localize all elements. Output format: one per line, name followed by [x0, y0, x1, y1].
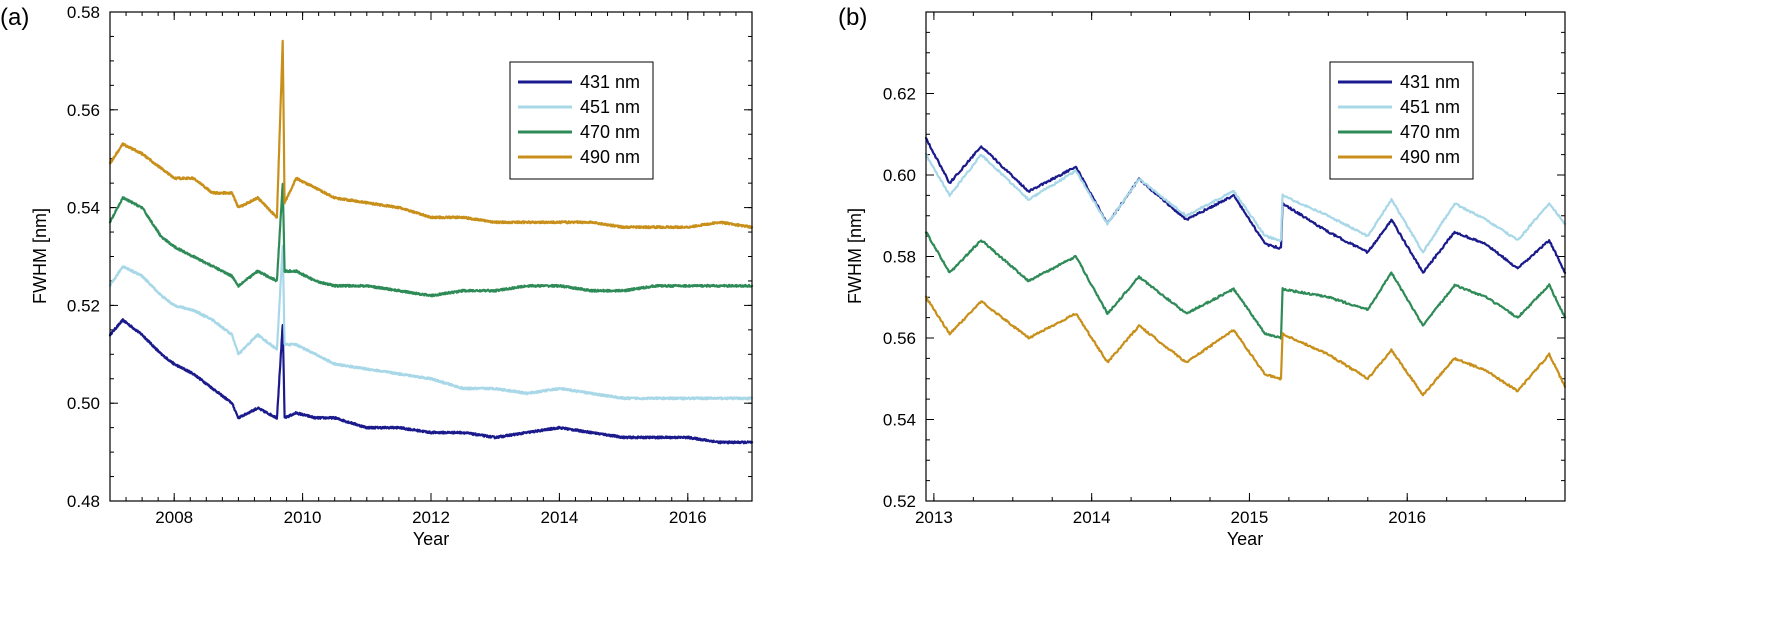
- legend-label: 490 nm: [1400, 147, 1460, 167]
- series-line-470-nm: [108, 182, 754, 298]
- x-tick-label: 2013: [915, 508, 953, 527]
- series-line-431-nm: [924, 137, 1567, 274]
- panel-a-xlabel: Year: [413, 529, 449, 549]
- y-tick-label: 0.58: [67, 3, 100, 22]
- series-line-470-nm: [924, 231, 1567, 340]
- series-line-490-nm: [108, 39, 754, 230]
- x-tick-label: 2010: [284, 508, 322, 527]
- legend-label: 470 nm: [1400, 122, 1460, 142]
- y-tick-label: 0.58: [883, 248, 916, 267]
- legend-label: 451 nm: [580, 97, 640, 117]
- panel-a-frame: [109, 11, 753, 502]
- panel-a: (a) 2008 2010 2012 2014 2016 0.48 0.50 0.52 0.54…: [0, 3, 754, 549]
- y-tick-label: 0.62: [883, 85, 916, 104]
- x-tick-label: 2016: [669, 508, 707, 527]
- x-tick-label: 2012: [412, 508, 450, 527]
- panel-a-series: [108, 39, 754, 445]
- y-tick-label: 0.52: [67, 296, 100, 315]
- series-line-451-nm: [924, 152, 1567, 254]
- legend-label: 451 nm: [1400, 97, 1460, 117]
- panel-b-ticks: 2013 2014 2015 2016 0.52 0.54 0.56 0.58 0.60 0.62: [883, 11, 1566, 527]
- legend-label: 490 nm: [580, 147, 640, 167]
- x-tick-label: 2016: [1388, 508, 1426, 527]
- x-tick-label: 2014: [540, 508, 578, 527]
- panel-a-label: (a): [0, 4, 29, 31]
- panel-a-legend: 431 nm 451 nm 470 nm 490 nm: [509, 61, 654, 180]
- y-tick-label: 0.56: [67, 101, 100, 120]
- legend-label: 431 nm: [1400, 72, 1460, 92]
- panel-b-frame: [925, 11, 1566, 502]
- y-tick-label: 0.48: [67, 492, 100, 511]
- panel-b-ylabel: FWHM [nm]: [845, 208, 865, 304]
- panel-b-series: [924, 137, 1567, 397]
- y-tick-label: 0.56: [883, 329, 916, 348]
- x-tick-label: 2014: [1073, 508, 1111, 527]
- y-tick-label: 0.54: [883, 411, 916, 430]
- series-line-490-nm: [924, 295, 1567, 397]
- x-tick-label: 2008: [155, 508, 193, 527]
- y-tick-label: 0.54: [67, 199, 100, 218]
- series-line-431-nm: [108, 318, 754, 445]
- legend-label: 470 nm: [580, 122, 640, 142]
- series-line-451-nm: [108, 244, 754, 401]
- panel-b: (b) 2013 2014 2015 2016 0.52 0.54 0.56 0.58 0.60…: [838, 4, 1567, 549]
- panel-b-legend: 431 nm 451 nm 470 nm 490 nm: [1329, 61, 1474, 180]
- y-tick-label: 0.52: [883, 492, 916, 511]
- y-tick-label: 0.50: [67, 394, 100, 413]
- x-tick-label: 2015: [1231, 508, 1269, 527]
- y-tick-label: 0.60: [883, 166, 916, 185]
- panel-b-xlabel: Year: [1227, 529, 1263, 549]
- panel-a-ylabel: FWHM [nm]: [30, 208, 50, 304]
- legend-label: 431 nm: [580, 72, 640, 92]
- panel-b-label: (b): [838, 4, 867, 31]
